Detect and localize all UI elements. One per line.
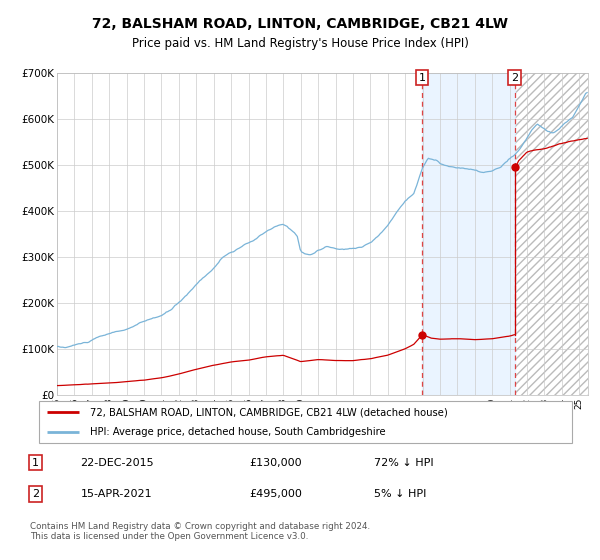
Bar — [422, 73, 515, 395]
Text: 22-DEC-2015: 22-DEC-2015 — [80, 458, 154, 468]
Text: 2: 2 — [511, 73, 518, 83]
Text: Price paid vs. HM Land Registry's House Price Index (HPI): Price paid vs. HM Land Registry's House … — [131, 37, 469, 50]
Text: 1: 1 — [32, 458, 39, 468]
Text: £495,000: £495,000 — [250, 489, 302, 500]
Text: HPI: Average price, detached house, South Cambridgeshire: HPI: Average price, detached house, Sout… — [90, 427, 386, 437]
Text: 15-APR-2021: 15-APR-2021 — [80, 489, 152, 500]
Text: 72, BALSHAM ROAD, LINTON, CAMBRIDGE, CB21 4LW: 72, BALSHAM ROAD, LINTON, CAMBRIDGE, CB2… — [92, 16, 508, 30]
Bar — [515, 73, 588, 395]
Text: £130,000: £130,000 — [250, 458, 302, 468]
Text: Contains HM Land Registry data © Crown copyright and database right 2024.
This d: Contains HM Land Registry data © Crown c… — [30, 522, 370, 542]
Text: 72% ↓ HPI: 72% ↓ HPI — [374, 458, 433, 468]
Text: 2: 2 — [32, 489, 39, 500]
Text: 5% ↓ HPI: 5% ↓ HPI — [374, 489, 426, 500]
Bar — [515, 73, 588, 395]
Text: 72, BALSHAM ROAD, LINTON, CAMBRIDGE, CB21 4LW (detached house): 72, BALSHAM ROAD, LINTON, CAMBRIDGE, CB2… — [90, 407, 448, 417]
Text: 1: 1 — [419, 73, 425, 83]
FancyBboxPatch shape — [39, 401, 572, 444]
